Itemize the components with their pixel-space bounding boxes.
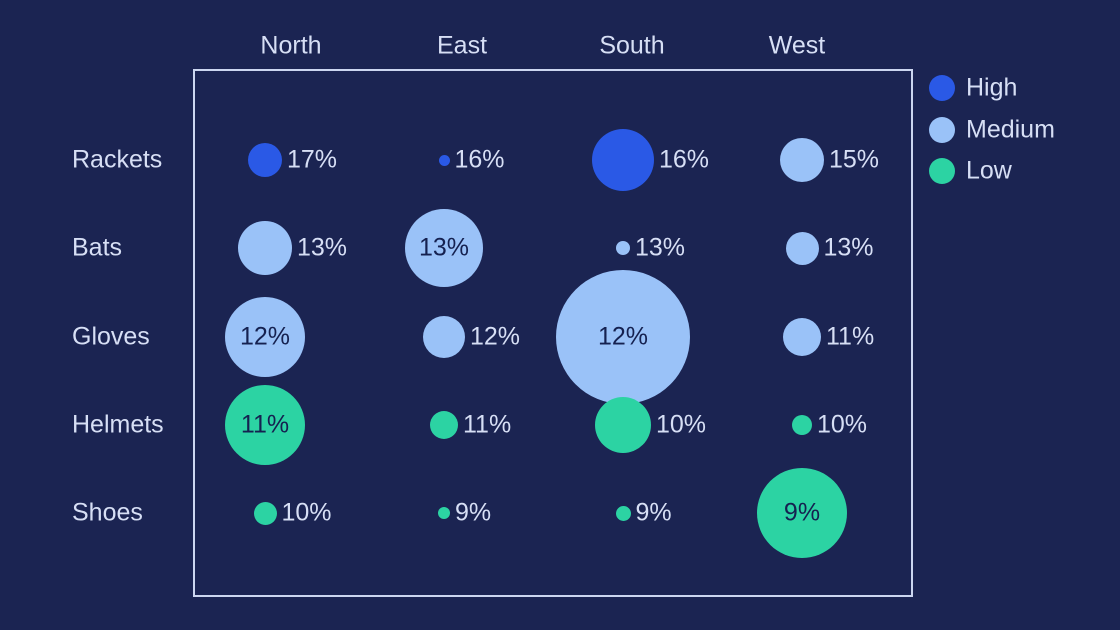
bubble-helmets-north bbox=[225, 385, 305, 465]
value-label-helmets-south: 10% bbox=[656, 410, 707, 439]
legend-label-medium: Medium bbox=[966, 115, 1055, 143]
value-label-gloves-north: 12% bbox=[239, 322, 291, 351]
bubble-bats-west bbox=[785, 231, 819, 265]
column-header-west: West bbox=[768, 31, 826, 60]
row-label-bats: Bats bbox=[72, 233, 123, 262]
row-label-shoes: Shoes bbox=[72, 498, 143, 527]
plot-border bbox=[193, 69, 913, 597]
row-label-rackets: Rackets bbox=[72, 145, 163, 174]
row-label-helmets: Helmets bbox=[72, 410, 164, 439]
bubble-gloves-south bbox=[556, 270, 690, 404]
bubble-bats-east bbox=[405, 209, 483, 287]
bubble-helmets-south bbox=[595, 397, 651, 453]
bubble-helmets-west bbox=[792, 415, 812, 435]
value-label-gloves-east: 12% bbox=[470, 322, 521, 351]
column-header-north: North bbox=[260, 31, 322, 60]
value-label-bats-east: 13% bbox=[418, 233, 470, 262]
value-label-shoes-west: 9% bbox=[783, 498, 821, 527]
row-label-gloves: Gloves bbox=[72, 322, 150, 351]
value-label-bats-west: 13% bbox=[823, 233, 874, 262]
value-label-rackets-north: 17% bbox=[287, 145, 338, 174]
value-label-helmets-north: 11% bbox=[240, 410, 290, 439]
value-label-shoes-south: 9% bbox=[635, 498, 672, 527]
value-label-shoes-north: 10% bbox=[281, 498, 332, 527]
bubble-shoes-north bbox=[253, 501, 277, 525]
legend-swatch-high-icon bbox=[929, 75, 955, 101]
value-label-helmets-east: 11% bbox=[463, 410, 512, 439]
bubble-bats-south bbox=[616, 241, 630, 255]
bubble-rackets-north bbox=[248, 143, 282, 177]
bubble-rackets-south bbox=[592, 129, 654, 191]
bubble-gloves-east bbox=[423, 316, 465, 358]
bubble-shoes-east bbox=[438, 507, 450, 519]
value-label-rackets-south: 16% bbox=[659, 145, 710, 174]
value-label-shoes-east: 9% bbox=[455, 498, 492, 527]
legend-label-high: High bbox=[966, 73, 1018, 102]
legend-swatch-medium-icon bbox=[929, 116, 955, 143]
legend-label-low: Low bbox=[966, 156, 1012, 185]
value-label-rackets-west: 15% bbox=[829, 145, 880, 174]
value-label-rackets-east: 16% bbox=[454, 145, 505, 174]
legend-swatch-low-icon bbox=[929, 158, 955, 184]
column-header-east: East bbox=[436, 31, 488, 60]
value-label-bats-north: 13% bbox=[297, 233, 348, 262]
value-label-gloves-west: 11% bbox=[826, 322, 875, 351]
value-label-helmets-west: 10% bbox=[817, 410, 868, 439]
value-label-gloves-south: 12% bbox=[597, 322, 649, 351]
bubble-shoes-south bbox=[615, 505, 631, 521]
bubble-gloves-west bbox=[783, 318, 821, 356]
bubble-rackets-west bbox=[780, 138, 824, 182]
bubble-rackets-east bbox=[438, 154, 450, 166]
bubble-shoes-west bbox=[757, 468, 847, 558]
value-label-bats-south: 13% bbox=[635, 233, 686, 262]
column-header-south: South bbox=[599, 31, 665, 60]
bubble-gloves-north bbox=[225, 297, 305, 377]
bubble-helmets-east bbox=[430, 411, 458, 439]
bubble-bats-north bbox=[238, 221, 292, 275]
